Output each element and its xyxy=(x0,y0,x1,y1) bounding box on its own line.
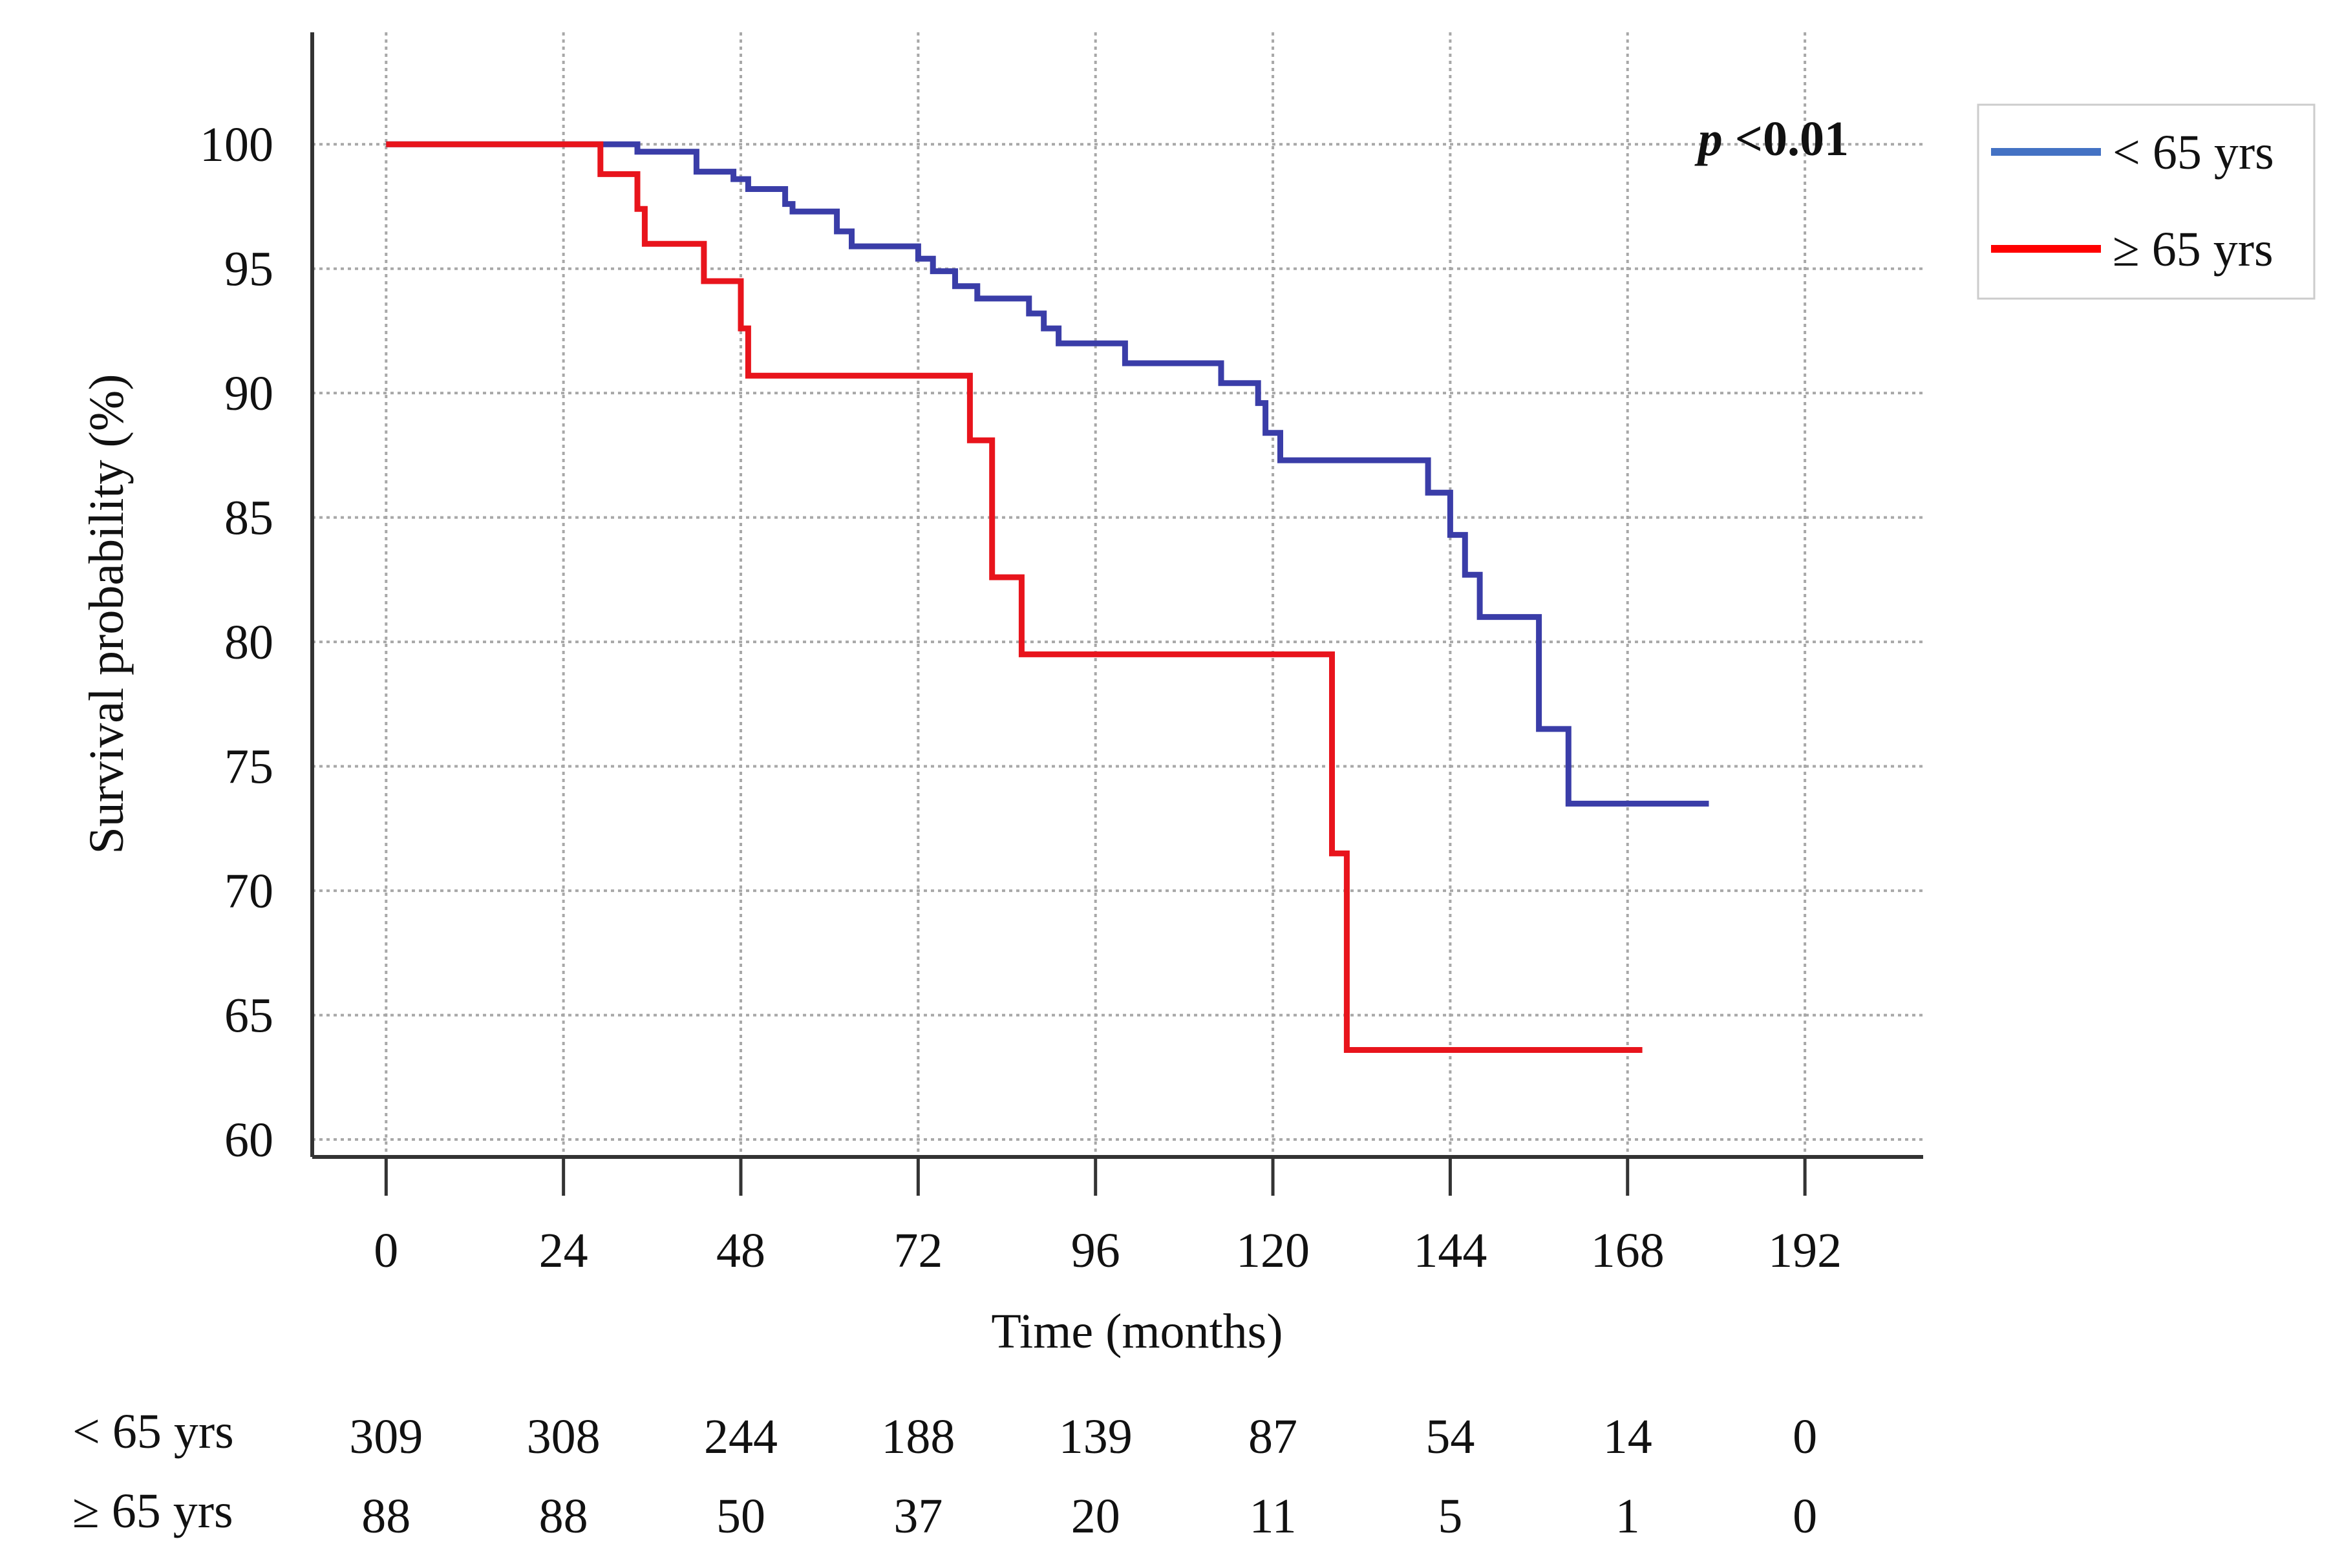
risk-value: 11 xyxy=(1249,1489,1296,1543)
y-tick-label: 95 xyxy=(224,242,273,297)
series-lines xyxy=(386,141,1709,1053)
series-line-under-65 xyxy=(386,141,1709,807)
risk-value: 1 xyxy=(1615,1489,1640,1543)
y-tick-label: 90 xyxy=(224,366,273,421)
x-tick-label: 96 xyxy=(1071,1224,1120,1278)
y-tick-label: 80 xyxy=(224,615,273,670)
risk-table: < 65 yrs 309 308 244 188 139 87 54 14 0≥ 65 yrs 88… xyxy=(72,1404,1817,1543)
x-tick-label: 192 xyxy=(1768,1224,1842,1278)
y-tick-label: 85 xyxy=(224,491,273,546)
risk-row-label: ≥ 65 yrs xyxy=(72,1484,233,1538)
y-tick-label: 70 xyxy=(224,864,273,918)
x-tick-label: 168 xyxy=(1591,1224,1665,1278)
risk-value: 88 xyxy=(361,1489,410,1543)
risk-row-label: < 65 yrs xyxy=(72,1404,234,1459)
series-line-over-65 xyxy=(386,141,1643,1053)
legend: < 65 yrs ≥ 65 yrs xyxy=(1977,103,2316,300)
y-tick-label: 75 xyxy=(224,740,273,794)
legend-label: < 65 yrs xyxy=(2113,125,2274,180)
x-tick-label: 0 xyxy=(374,1224,398,1278)
x-tick-label: 48 xyxy=(716,1224,765,1278)
y-tick-label: 60 xyxy=(224,1113,273,1167)
x-tick-label: 120 xyxy=(1236,1224,1310,1278)
p-value-text: <0.01 xyxy=(1723,112,1849,166)
risk-value: 139 xyxy=(1059,1410,1133,1464)
grid-lines xyxy=(312,32,1923,1157)
risk-value: 88 xyxy=(539,1489,588,1543)
x-tick-label: 144 xyxy=(1413,1224,1487,1278)
risk-value: 244 xyxy=(704,1410,778,1464)
ticks: 60 65 70 75 80 85 90 95 100 0 24 48 72 96 120 144 168 192 xyxy=(200,118,1842,1278)
risk-value: 20 xyxy=(1071,1489,1120,1543)
risk-value: 50 xyxy=(716,1489,765,1543)
x-tick-label: 24 xyxy=(539,1224,588,1278)
risk-value: 309 xyxy=(349,1410,423,1464)
risk-value: 87 xyxy=(1248,1410,1297,1464)
p-value-italic: p xyxy=(1694,112,1723,166)
risk-value: 54 xyxy=(1425,1410,1475,1464)
risk-value: 14 xyxy=(1603,1410,1652,1464)
risk-value: 188 xyxy=(881,1410,955,1464)
p-value-annotation: p <0.01 xyxy=(1694,112,1849,166)
legend-label: ≥ 65 yrs xyxy=(2113,222,2274,277)
risk-value: 0 xyxy=(1793,1489,1817,1543)
risk-value: 37 xyxy=(893,1489,943,1543)
risk-value: 5 xyxy=(1438,1489,1462,1543)
legend-box xyxy=(1977,103,2316,300)
x-axis-title: Time (months) xyxy=(991,1304,1283,1359)
y-tick-label: 65 xyxy=(224,989,273,1043)
risk-value: 0 xyxy=(1793,1410,1817,1464)
axes xyxy=(310,32,1923,1159)
y-axis-title: Survival probability (%) xyxy=(80,374,134,854)
y-tick-label: 100 xyxy=(200,118,273,172)
x-tick-label: 72 xyxy=(893,1224,943,1278)
risk-value: 308 xyxy=(527,1410,601,1464)
